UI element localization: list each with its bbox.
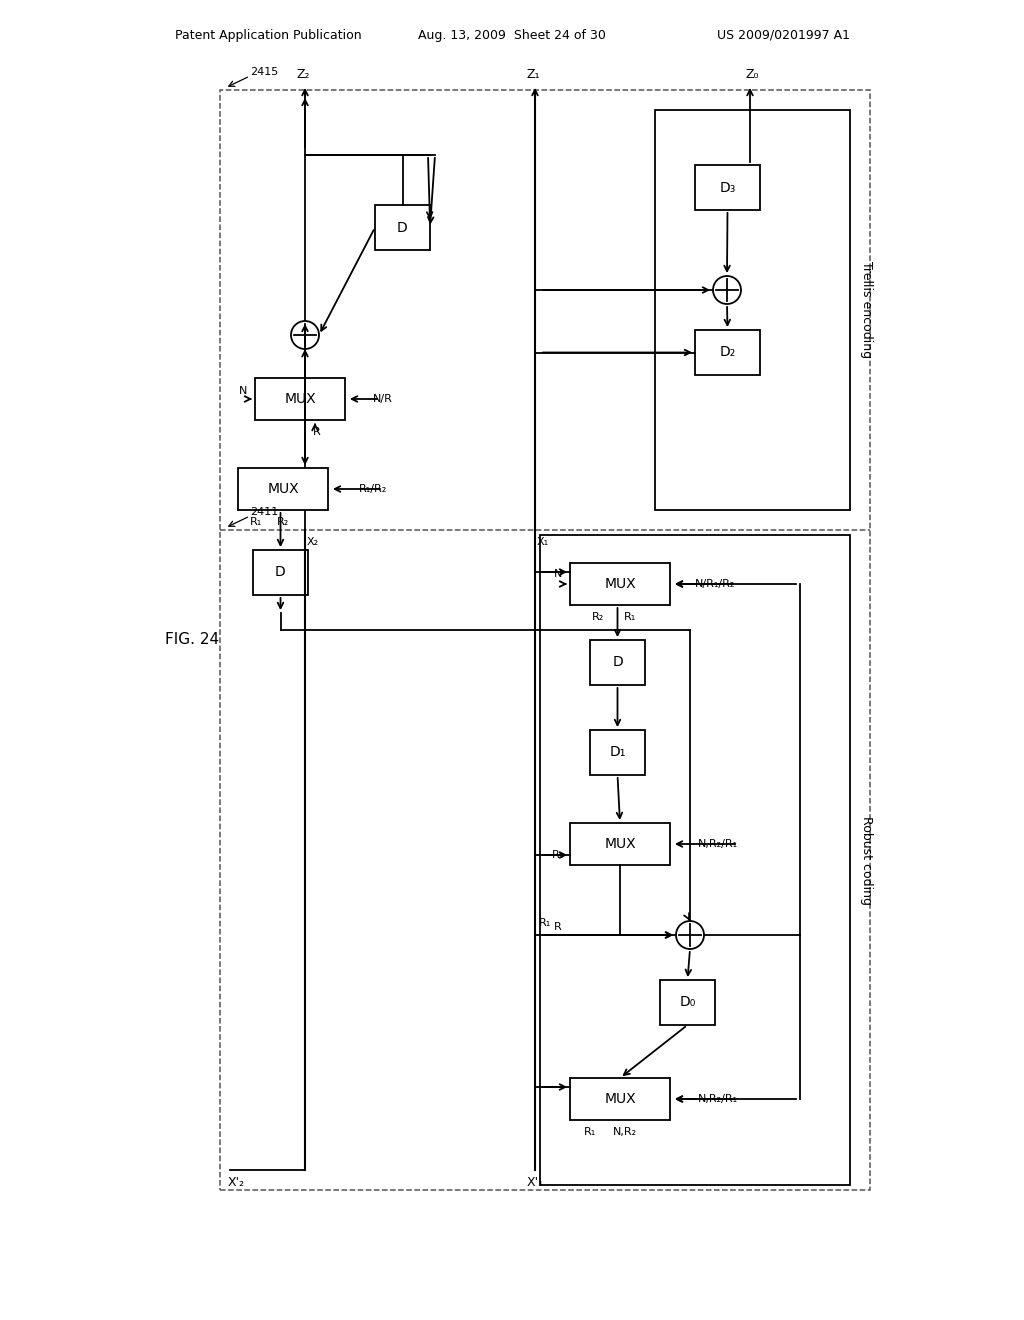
Text: US 2009/0201997 A1: US 2009/0201997 A1 (717, 29, 850, 41)
Text: N/R: N/R (373, 393, 393, 404)
Text: N/R₁/R₂: N/R₁/R₂ (695, 579, 735, 589)
Text: FIG. 24: FIG. 24 (165, 632, 219, 648)
Text: MUX: MUX (604, 1092, 636, 1106)
Text: N: N (554, 569, 562, 579)
Text: R₁: R₁ (539, 917, 551, 928)
Text: N,R₂/R₁: N,R₂/R₁ (698, 1094, 738, 1104)
Bar (660, 979, 715, 1026)
Text: X₁: X₁ (537, 537, 549, 546)
Text: N,R₂: N,R₂ (613, 1127, 637, 1137)
Text: Trellis encoding: Trellis encoding (859, 261, 872, 359)
Text: MUX: MUX (604, 837, 636, 851)
Text: N: N (239, 385, 247, 396)
Text: R₁: R₁ (584, 1127, 596, 1137)
Text: MUX: MUX (604, 577, 636, 591)
Bar (570, 564, 670, 605)
Bar (570, 822, 670, 865)
Text: D₁: D₁ (609, 746, 626, 759)
Bar (220, 90, 870, 1191)
Bar (570, 1078, 670, 1119)
Text: R₂: R₂ (276, 517, 289, 527)
Text: R: R (554, 921, 562, 932)
Text: 2411: 2411 (250, 507, 279, 517)
Text: Z₁: Z₁ (526, 69, 540, 82)
Text: R₁/R₂: R₁/R₂ (358, 484, 387, 494)
Text: Z₂: Z₂ (296, 69, 309, 82)
Bar (655, 110, 850, 510)
Text: X₂: X₂ (307, 537, 319, 546)
Bar (590, 640, 645, 685)
Text: R: R (313, 426, 321, 437)
Circle shape (676, 921, 705, 949)
Text: D₀: D₀ (679, 995, 695, 1010)
Text: Z₀: Z₀ (745, 69, 759, 82)
Bar (695, 165, 760, 210)
Text: R₁: R₁ (624, 612, 636, 622)
Text: D: D (397, 220, 408, 235)
Bar (253, 550, 308, 595)
Text: R₂: R₂ (592, 612, 604, 622)
Text: D₂: D₂ (720, 346, 735, 359)
Text: D: D (612, 656, 623, 669)
Text: MUX: MUX (285, 392, 315, 407)
Circle shape (713, 276, 741, 304)
Bar (695, 330, 760, 375)
Text: R₁: R₁ (250, 517, 262, 527)
Text: R₁: R₁ (552, 850, 564, 859)
Text: X'₂: X'₂ (228, 1176, 245, 1188)
Bar (590, 730, 645, 775)
Text: D: D (275, 565, 286, 579)
Circle shape (291, 321, 319, 348)
Bar (375, 205, 430, 249)
Text: N,R₂/R₁: N,R₂/R₁ (698, 840, 738, 849)
Text: Robust coding: Robust coding (859, 816, 872, 904)
Bar (255, 378, 345, 420)
Text: D₃: D₃ (719, 181, 735, 194)
Text: 2415: 2415 (250, 67, 279, 77)
Bar (238, 469, 328, 510)
Text: Patent Application Publication: Patent Application Publication (175, 29, 361, 41)
Bar (540, 535, 850, 1185)
Text: X'₁: X'₁ (526, 1176, 544, 1188)
Text: MUX: MUX (267, 482, 299, 496)
Text: Aug. 13, 2009  Sheet 24 of 30: Aug. 13, 2009 Sheet 24 of 30 (418, 29, 606, 41)
